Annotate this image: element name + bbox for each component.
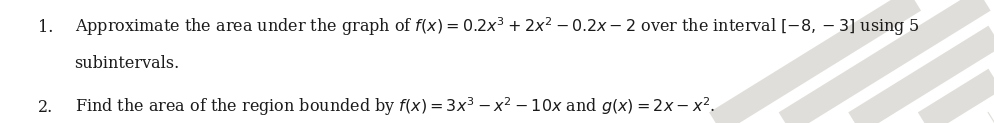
Text: Approximate the area under the graph of $f(x) = 0.2x^3 + 2x^2 - 0.2x - 2$ over t: Approximate the area under the graph of … — [75, 16, 919, 38]
Text: subintervals.: subintervals. — [75, 55, 180, 72]
Text: 1.: 1. — [38, 19, 53, 36]
Text: 2.: 2. — [38, 99, 53, 115]
Text: Find the area of the region bounded by $f(x) = 3x^3 - x^2 - 10x$ and $g(x) = 2x : Find the area of the region bounded by $… — [75, 96, 715, 118]
